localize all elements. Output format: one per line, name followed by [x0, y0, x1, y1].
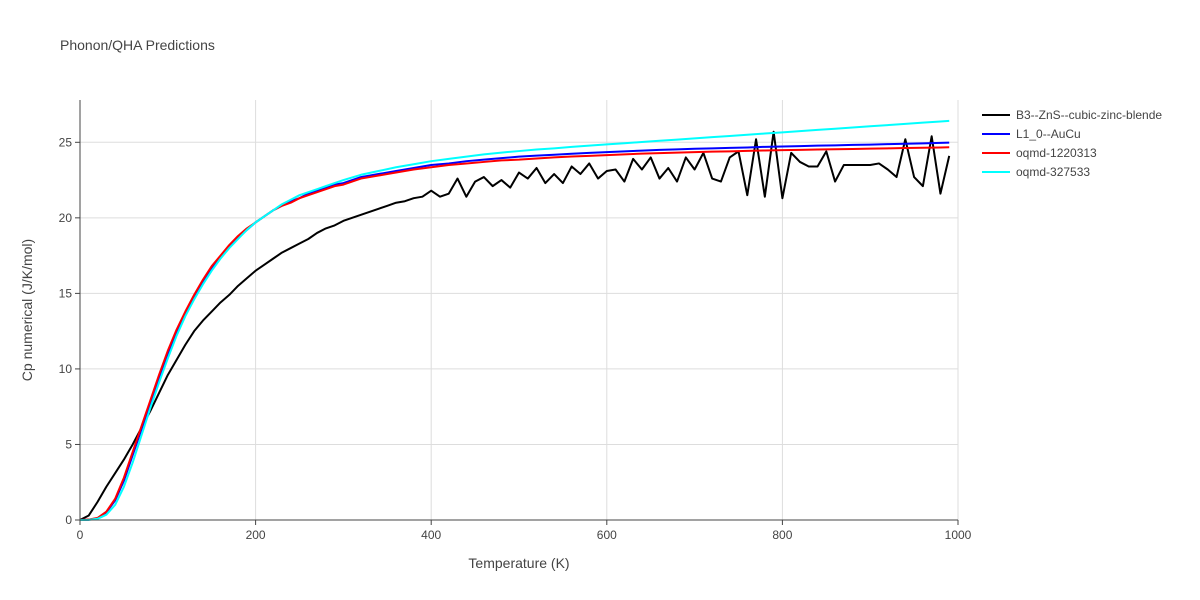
x-tick-label: 800	[772, 528, 792, 542]
chart-title: Phonon/QHA Predictions	[60, 37, 215, 53]
x-tick-label: 400	[421, 528, 441, 542]
legend-label: L1_0--AuCu	[1016, 127, 1081, 141]
x-tick-label: 0	[77, 528, 84, 542]
series-line-l1-0-aucu[interactable]	[79, 141, 950, 521]
legend-item-l1-0-aucu[interactable]: L1_0--AuCu	[982, 127, 1081, 141]
grid	[80, 100, 959, 520]
ticks: 0 200 400 600 800 1000 0 5 10 15 20 25	[59, 135, 972, 542]
series-line-oqmd-327533[interactable]	[79, 119, 950, 521]
series-line-b3-zns-cubic-zinc-blende[interactable]	[79, 130, 951, 521]
axes	[79, 100, 958, 521]
legend-item-b3-zns-cubic-zinc-blende[interactable]: B3--ZnS--cubic-zinc-blende	[982, 108, 1162, 122]
legend-item-oqmd-1220313[interactable]: oqmd-1220313	[982, 146, 1097, 160]
y-tick-label: 0	[65, 513, 72, 527]
legend-label: oqmd-327533	[1016, 165, 1090, 179]
series-layer	[79, 119, 951, 521]
x-tick-label: 1000	[945, 528, 972, 542]
y-tick-label: 25	[59, 135, 73, 149]
y-tick-label: 20	[59, 211, 73, 225]
y-axis-title: Cp numerical (J/K/mol)	[19, 239, 35, 381]
y-tick-label: 15	[59, 286, 73, 300]
y-tick-label: 10	[59, 362, 73, 376]
legend-label: B3--ZnS--cubic-zinc-blende	[1016, 108, 1162, 122]
series-line-oqmd-1220313[interactable]	[79, 146, 950, 521]
x-tick-label: 200	[246, 528, 266, 542]
legend-label: oqmd-1220313	[1016, 146, 1097, 160]
legend-item-oqmd-327533[interactable]: oqmd-327533	[982, 165, 1090, 179]
y-tick-label: 5	[65, 437, 72, 451]
x-axis-title: Temperature (K)	[468, 555, 569, 571]
x-tick-label: 600	[597, 528, 617, 542]
legend[interactable]: B3--ZnS--cubic-zinc-blende L1_0--AuCuoqmd…	[982, 108, 1162, 179]
